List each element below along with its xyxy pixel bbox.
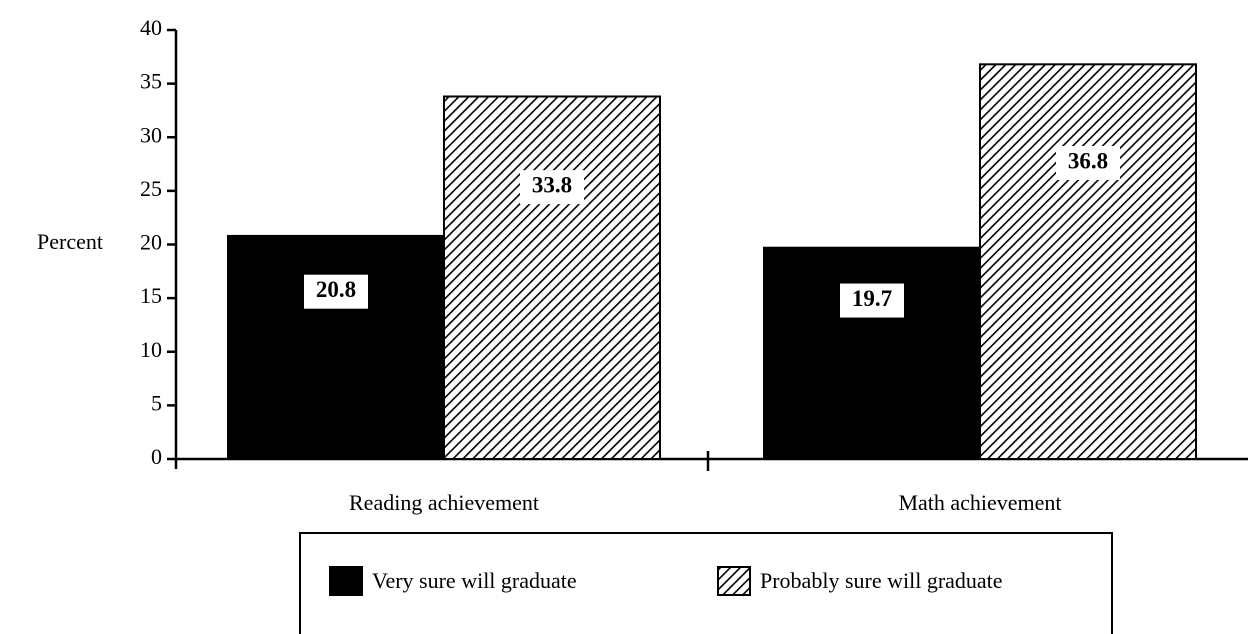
y-tick-label: 35: [140, 69, 162, 94]
y-tick-label: 25: [140, 176, 162, 201]
x-tick-label: Math achievement: [898, 490, 1061, 515]
bar: [763, 246, 981, 460]
value-label-box: [520, 170, 584, 205]
value-label-box: [304, 274, 368, 309]
x-tick-label: Reading achievement: [349, 490, 539, 515]
y-axis-label: Percent: [37, 229, 103, 254]
value-label: 33.8: [532, 172, 572, 197]
y-tick-label: 0: [151, 444, 162, 469]
y-tick-label: 30: [140, 122, 162, 147]
value-label-box: [1056, 145, 1120, 180]
legend-swatch: [329, 566, 363, 596]
legend-label: Very sure will graduate: [372, 568, 577, 593]
y-tick-label: 10: [140, 337, 162, 362]
legend-swatch: [717, 566, 751, 596]
y-tick-label: 5: [151, 390, 162, 415]
bar: [227, 234, 445, 460]
y-tick-label: 20: [140, 230, 162, 255]
value-label-box: [840, 283, 904, 318]
legend-label: Probably sure will graduate: [760, 568, 1003, 593]
y-tick-label: 15: [140, 283, 162, 308]
y-tick-label: 40: [140, 15, 162, 40]
legend-box: [299, 532, 1113, 634]
value-label: 36.8: [1068, 148, 1108, 173]
value-label: 20.8: [316, 277, 356, 302]
bar: [443, 95, 661, 461]
value-label: 19.7: [852, 286, 892, 311]
bar: [979, 63, 1197, 460]
